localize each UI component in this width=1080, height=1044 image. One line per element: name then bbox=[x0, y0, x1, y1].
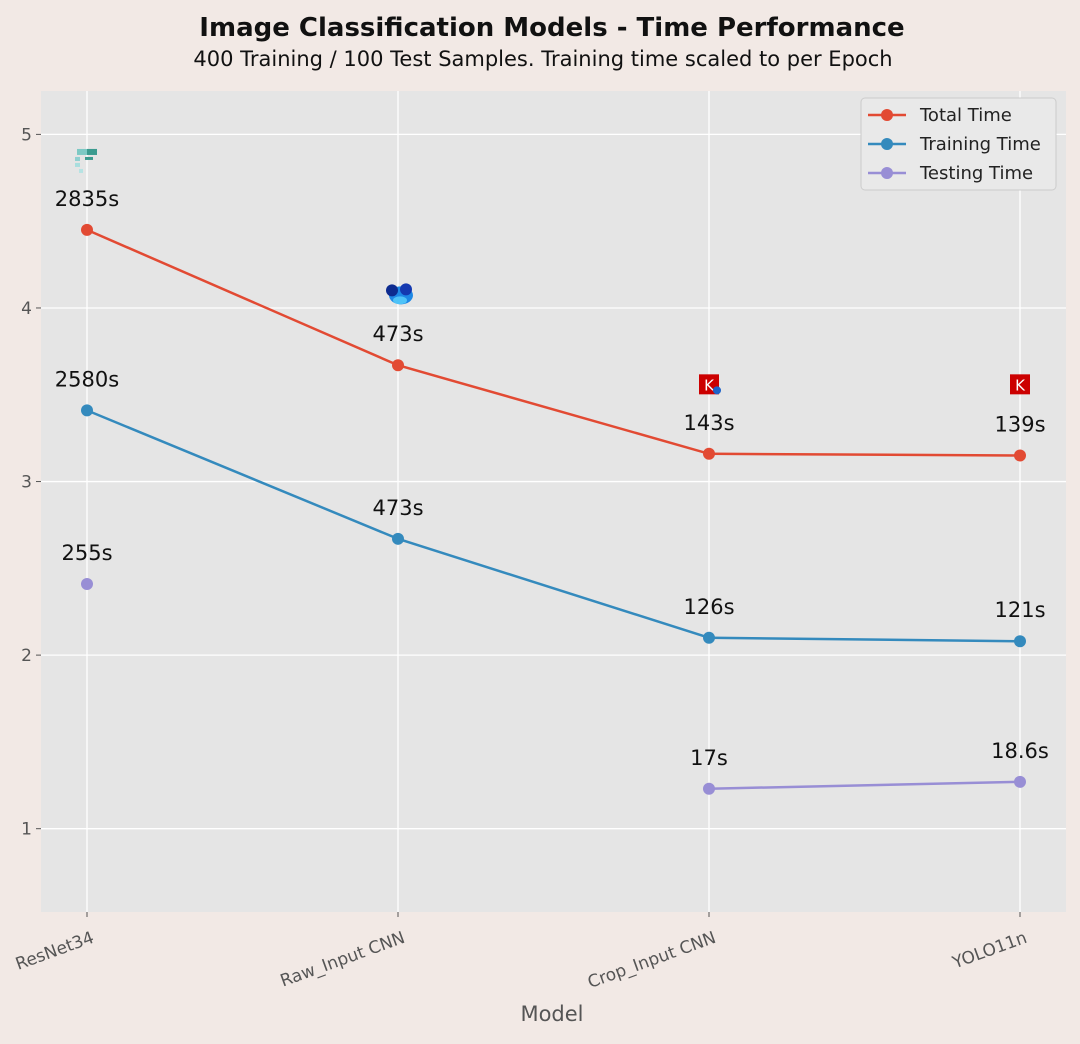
data-label-training-time-yolo11n: 121s bbox=[994, 598, 1045, 622]
series-line-training-time bbox=[86, 409, 1021, 643]
data-point-total-time-yolo11n[interactable] bbox=[1014, 449, 1026, 462]
chart-subtitle: 400 Training / 100 Test Samples. Trainin… bbox=[193, 47, 892, 71]
data-series bbox=[81, 223, 1026, 795]
series-testing-time bbox=[81, 577, 1026, 795]
data-label-total-time-raw-input-cnn: 473s bbox=[372, 322, 423, 346]
data-label-total-time-resnet34: 2835s bbox=[55, 187, 119, 211]
cnn-framework-logo-icon bbox=[386, 283, 413, 305]
data-label-testing-time-crop-input-cnn: 17s bbox=[690, 746, 728, 770]
series-total-time bbox=[81, 223, 1026, 462]
data-label-testing-time-yolo11n: 18.6s bbox=[991, 739, 1049, 763]
data-label-training-time-crop-input-cnn: 126s bbox=[683, 595, 734, 619]
y-tick-label: 2 bbox=[21, 646, 32, 666]
svg-text:K: K bbox=[1015, 376, 1026, 394]
keras-logo-icon: K bbox=[699, 374, 721, 395]
y-tick-label: 1 bbox=[21, 820, 32, 840]
data-label-training-time-raw-input-cnn: 473s bbox=[372, 496, 423, 520]
data-point-testing-time-crop-input-cnn[interactable] bbox=[703, 782, 715, 795]
series-line-testing-time bbox=[708, 780, 1021, 791]
data-point-testing-time-yolo11n[interactable] bbox=[1014, 775, 1026, 788]
svg-text:K: K bbox=[704, 376, 715, 394]
legend[interactable]: Total Time Training Time Testing Time bbox=[860, 97, 1057, 191]
legend-box bbox=[860, 97, 1057, 191]
keras-logo-icon: K bbox=[1010, 374, 1030, 395]
data-point-total-time-resnet34[interactable] bbox=[81, 223, 93, 236]
data-point-total-time-raw-input-cnn[interactable] bbox=[392, 359, 404, 372]
data-point-training-time-yolo11n[interactable] bbox=[1014, 635, 1026, 648]
data-point-training-time-raw-input-cnn[interactable] bbox=[392, 532, 404, 545]
x-axis-label: Model bbox=[520, 1002, 583, 1026]
series-line-total-time bbox=[86, 228, 1021, 457]
data-label-total-time-yolo11n: 139s bbox=[994, 413, 1045, 437]
y-tick-label: 3 bbox=[21, 473, 32, 493]
legend-item-total-time[interactable]: Total Time bbox=[868, 105, 1012, 126]
legend-item-testing-time[interactable]: Testing Time bbox=[868, 163, 1033, 184]
data-point-total-time-crop-input-cnn[interactable] bbox=[703, 447, 715, 460]
legend-marker bbox=[881, 109, 893, 121]
legend-item-training-time[interactable]: Training Time bbox=[868, 134, 1041, 155]
legend-marker bbox=[881, 138, 893, 150]
plot-area bbox=[41, 91, 1066, 912]
data-point-testing-time-resnet34[interactable] bbox=[81, 577, 93, 590]
data-point-training-time-resnet34[interactable] bbox=[81, 404, 93, 417]
series-training-time bbox=[81, 404, 1026, 648]
data-label-testing-time-resnet34: 255s bbox=[61, 541, 112, 565]
grid-lines bbox=[41, 91, 1066, 912]
data-label-total-time-crop-input-cnn: 143s bbox=[683, 411, 734, 435]
data-labels: 2835s 473s 143s 139s 2580s 473s 126s 121s 255s 17… bbox=[55, 187, 1049, 770]
data-label-training-time-resnet34: 2580s bbox=[55, 367, 119, 391]
legend-label: Testing Time bbox=[919, 163, 1033, 184]
data-point-training-time-crop-input-cnn[interactable] bbox=[703, 631, 715, 644]
y-tick-label: 5 bbox=[21, 125, 32, 145]
pytorch-style-logo-icon bbox=[75, 148, 97, 173]
legend-label: Total Time bbox=[919, 105, 1012, 126]
chart-title: Image Classification Models - Time Perfo… bbox=[199, 13, 904, 43]
legend-label: Training Time bbox=[919, 134, 1041, 155]
y-tick-label: 4 bbox=[21, 299, 32, 319]
legend-marker bbox=[881, 167, 893, 179]
